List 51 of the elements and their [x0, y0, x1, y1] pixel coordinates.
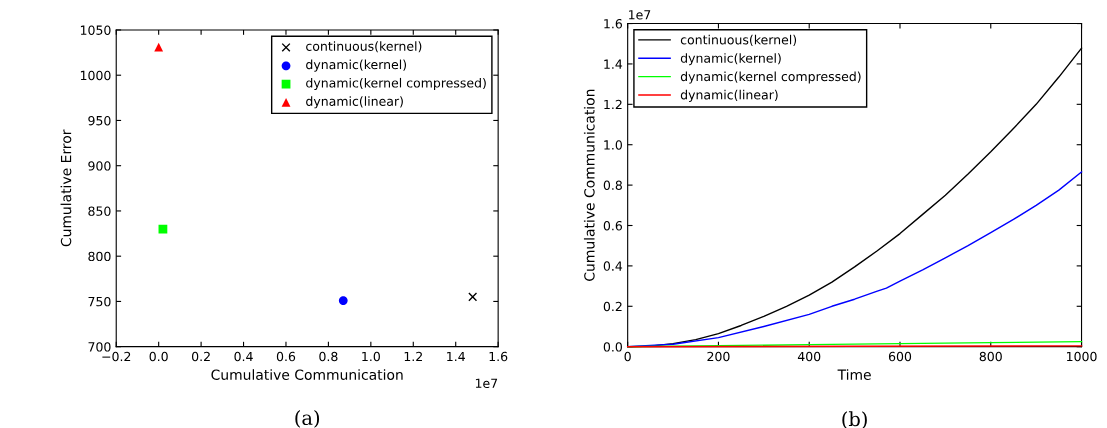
x-tick-label: 600 — [888, 351, 912, 362]
legend-label: continuous(kernel) — [680, 34, 797, 46]
y-tick-label: 1.4 — [604, 59, 623, 69]
point — [338, 296, 348, 305]
point — [468, 292, 478, 302]
legend-label: dynamic(linear) — [680, 89, 778, 102]
text: 1e7 — [629, 10, 651, 20]
y-tick-label: 850 — [88, 206, 111, 216]
x-tick-label: 1.6 — [489, 351, 508, 362]
legend-label: dynamic(kernel) — [306, 59, 407, 72]
y-tick-label: 1.0 — [604, 140, 622, 150]
y-tick-label: 1.2 — [604, 99, 622, 110]
x-tick-label: −0.2 — [102, 351, 131, 362]
y-tick-label: 1000 — [80, 70, 111, 81]
y-tick-label: 800 — [88, 251, 111, 262]
legend-label: dynamic(kernel compressed) — [680, 71, 861, 84]
legend-label: dynamic(linear) — [306, 96, 403, 109]
y-axis-title: Cumulative Communication — [583, 89, 595, 281]
x-tick-label: 800 — [979, 351, 1002, 362]
legend-label: continuous(kernel) — [306, 41, 422, 53]
y-tick-label: 0.6 — [603, 220, 623, 231]
x-tick-label: 400 — [797, 351, 821, 362]
y-tick-label: 750 — [88, 296, 111, 307]
y-tick-label: 0.4 — [603, 261, 623, 271]
y-axis-title: Cumulative Error — [60, 129, 72, 247]
x-axis-title: Cumulative Communication — [211, 369, 403, 380]
x-axis-title: Time — [837, 369, 871, 380]
x-tick-label: 1.0 — [362, 351, 380, 362]
x-tick-label: 1.2 — [404, 351, 422, 362]
x-tick-label: 0.8 — [319, 351, 338, 362]
y-tick-label: 0.0 — [603, 342, 622, 352]
y-tick-label: 0.8 — [603, 180, 622, 191]
x-tick-label: 0.0 — [149, 351, 168, 362]
text: 1e7 — [475, 378, 498, 389]
x-tick-label: 0 — [624, 351, 631, 362]
point — [154, 42, 164, 52]
y-tick-label: 1.6 — [604, 19, 623, 29]
y-tick-label: 950 — [88, 115, 111, 126]
x-tick-label: 1.4 — [447, 351, 465, 362]
x-tick-label: 1000 — [1067, 351, 1097, 362]
y-tick-label: 700 — [88, 342, 111, 352]
legend-label: dynamic(kernel) — [680, 53, 781, 66]
text: (a) — [295, 410, 320, 428]
x-tick-label: 0.4 — [234, 351, 253, 362]
legend-label: dynamic(kernel compressed) — [306, 77, 486, 90]
x-tick-label: 0.6 — [276, 351, 296, 362]
x-tick-label: 0.2 — [191, 351, 210, 362]
y-tick-label: 900 — [88, 161, 111, 171]
y-tick-label: 1050 — [80, 25, 111, 35]
y-tick-label: 0.2 — [603, 301, 622, 312]
x-tick-label: 200 — [707, 351, 730, 362]
